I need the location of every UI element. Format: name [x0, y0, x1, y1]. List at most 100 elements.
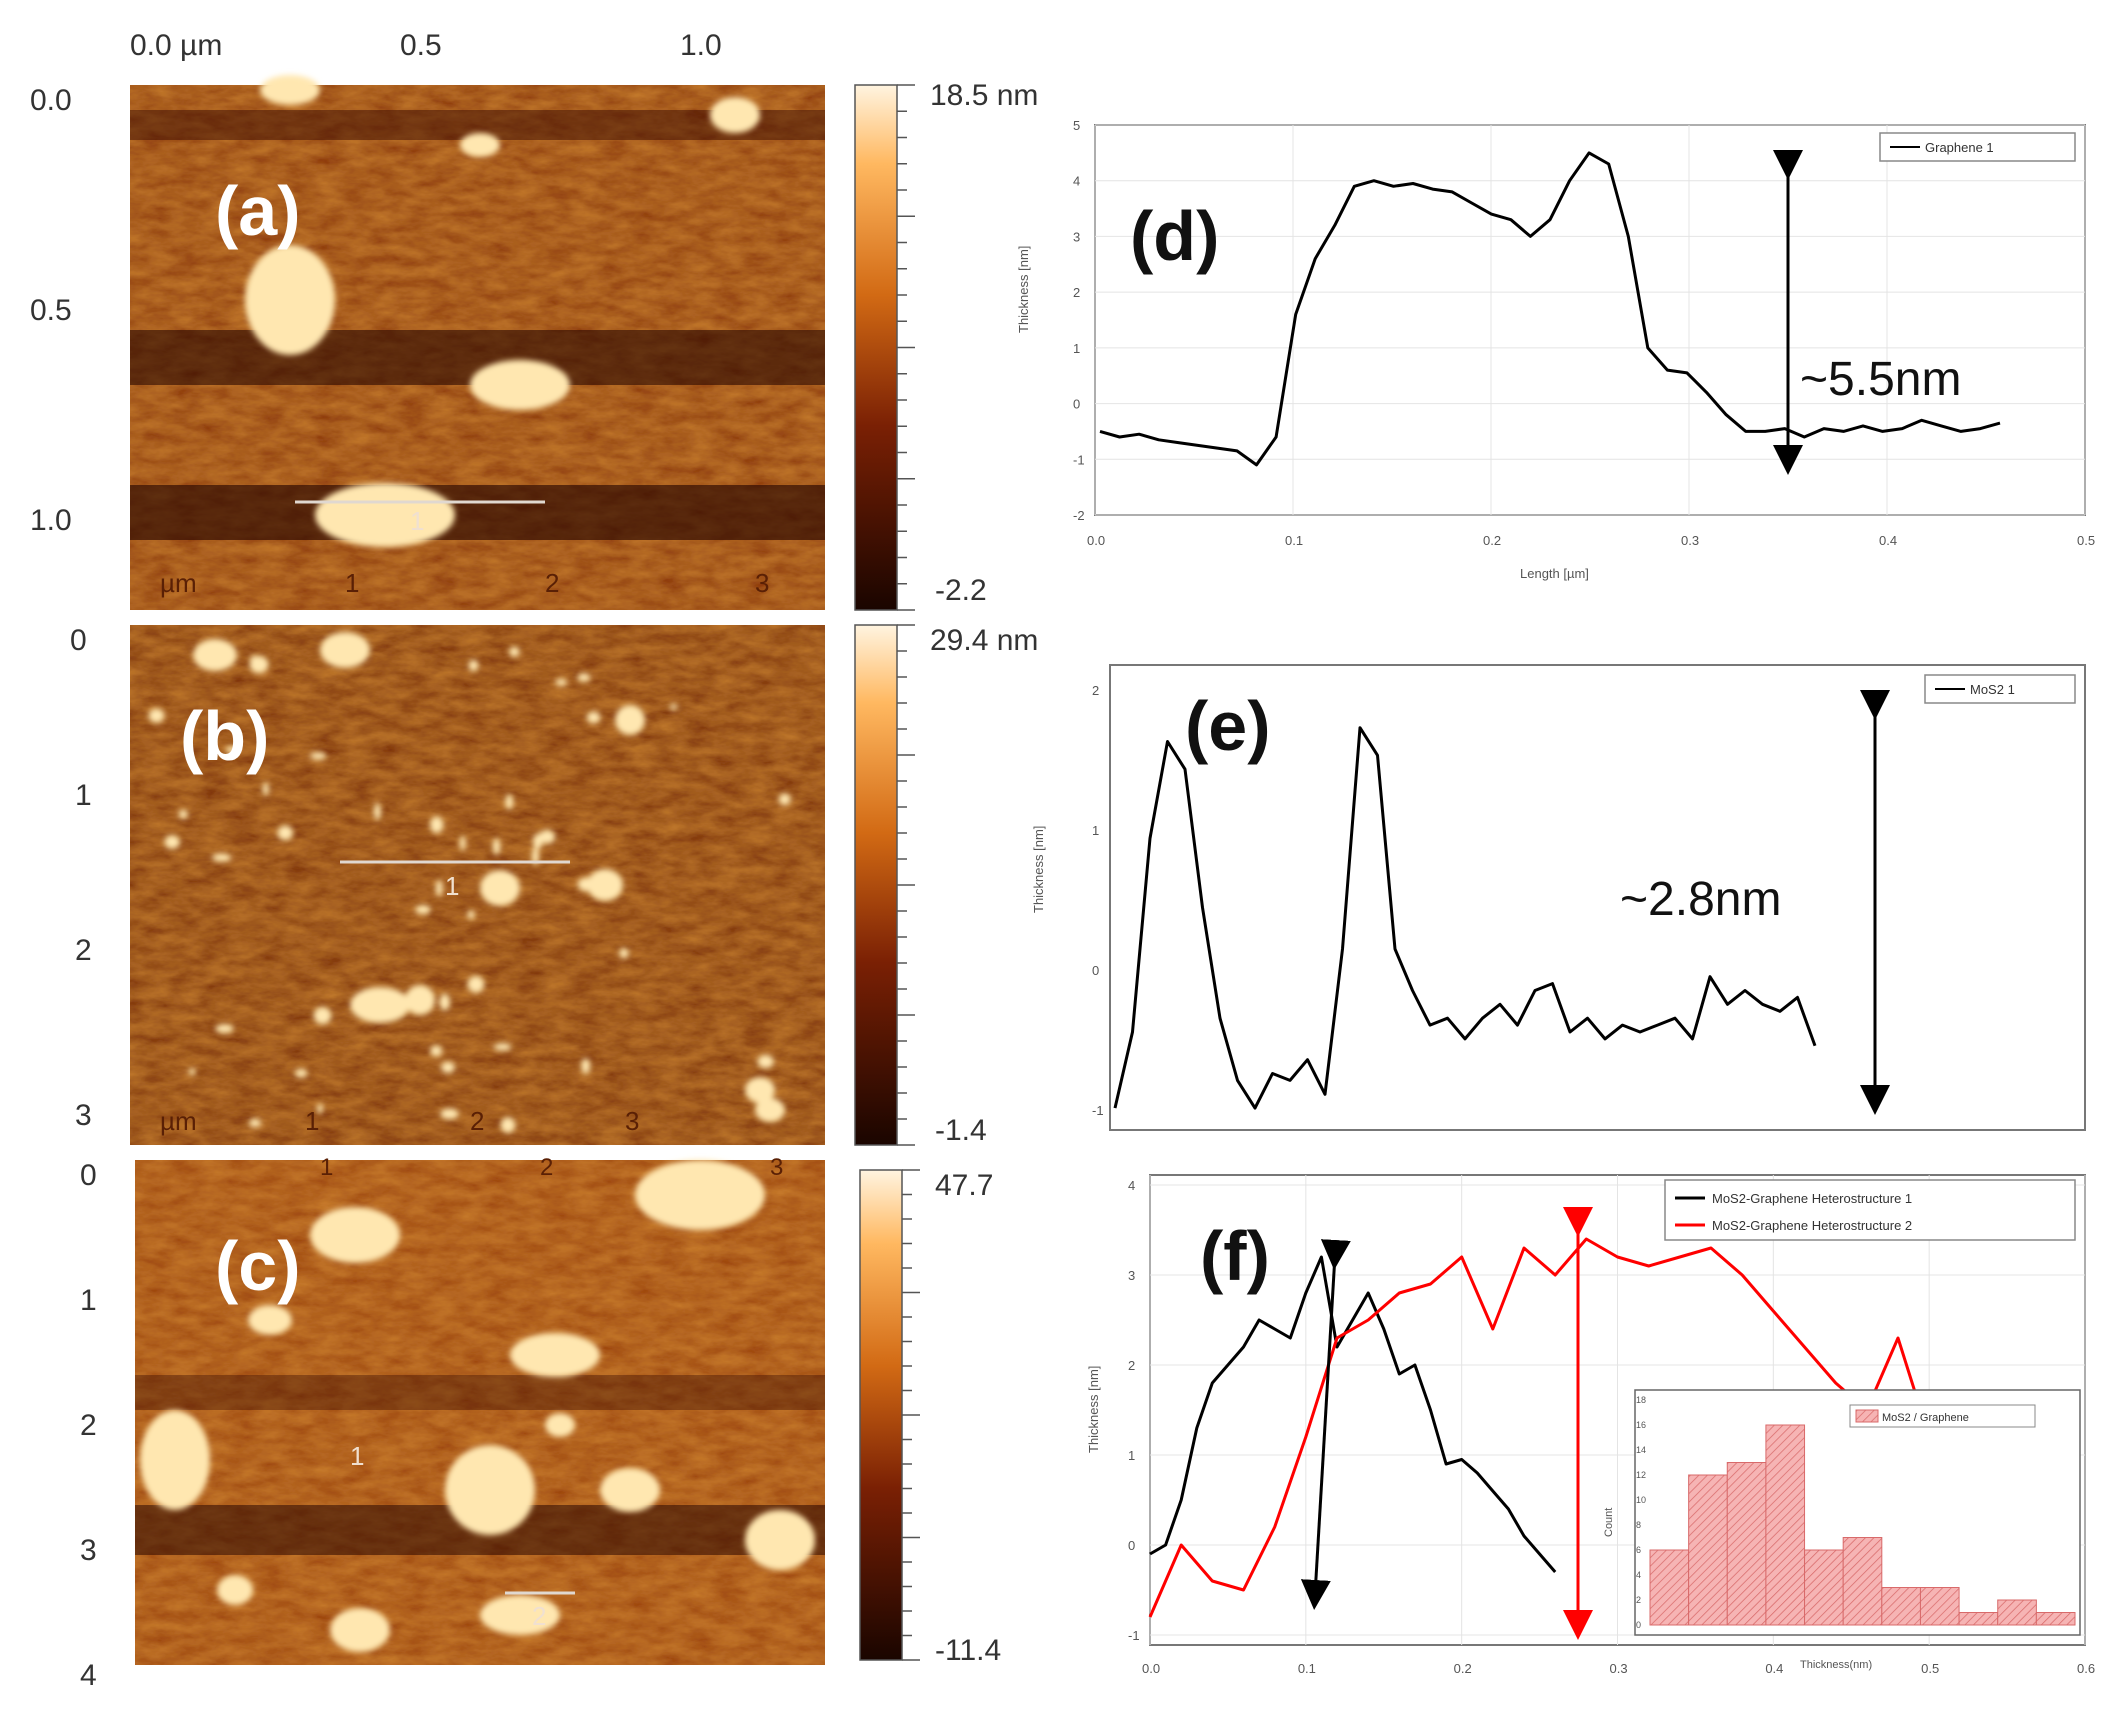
plot-frame — [1109, 664, 2086, 1131]
particle — [429, 816, 444, 834]
inset-legend — [1849, 1404, 2036, 1428]
legend — [1664, 1179, 2076, 1241]
afm-panel-a: 0.0 µm 0.5 1.0 0.0 0.5 1.0 1 µm 1 2 3 (a… — [30, 29, 1038, 611]
grid — [1094, 124, 2086, 516]
afm-particles — [148, 632, 791, 1134]
y-axis-label: Thickness [nm] — [1016, 246, 1031, 333]
height-annotation: ~5.5nm — [1800, 353, 1961, 406]
particle — [757, 1054, 774, 1069]
particle — [350, 987, 410, 1023]
legend-label: Graphene 1 — [1925, 140, 1994, 155]
y-tick-label: -1 — [1073, 452, 1085, 467]
y-tick-label: 1 — [1092, 823, 1099, 838]
inner-tick: µm — [160, 568, 197, 598]
inner-tick: 1 — [305, 1106, 319, 1136]
y-tick: 0 — [80, 1159, 97, 1192]
y-tick: 0.5 — [30, 294, 72, 327]
profile-line-marker: 1 — [350, 1441, 364, 1471]
particle — [755, 1098, 785, 1122]
particle — [313, 1006, 332, 1025]
colorbar-bottom-label: -2.2 — [935, 574, 987, 607]
y-axis-label: Thickness [nm] — [1031, 826, 1046, 913]
inset-legend-label: MoS2 / Graphene — [1882, 1412, 1969, 1424]
inner-tick: 2 — [470, 1106, 484, 1136]
particle — [262, 782, 269, 796]
inner-tick: 1 — [320, 1154, 333, 1181]
y-tick-label: 3 — [1073, 229, 1080, 244]
particle — [586, 711, 601, 724]
colorbar-ticks — [897, 84, 915, 611]
colorbar-bottom-label: -11.4 — [935, 1634, 1001, 1667]
axis-ticks: 0.0 0.1 0.2 0.3 0.4 0.5 5 4 3 2 1 0 -1 -2 — [1073, 118, 2095, 548]
colorbar-top-label: 29.4 nm — [930, 624, 1038, 657]
inset-y-tick: 4 — [1636, 1570, 1641, 1580]
particle — [480, 870, 520, 906]
y-tick-label: 0 — [1092, 963, 1099, 978]
x-tick: 1.0 — [680, 29, 722, 62]
particle — [148, 708, 165, 723]
x-tick-label: 0.3 — [1610, 1661, 1628, 1676]
y-tick: 2 — [75, 934, 92, 967]
inset-y-label: Count — [1603, 1508, 1615, 1537]
inner-tick: 1 — [345, 568, 359, 598]
x-tick-label: 0.0 — [1142, 1661, 1160, 1676]
histogram-bar — [2035, 1612, 2076, 1626]
inset-y-tick: 14 — [1636, 1445, 1646, 1455]
particle — [178, 809, 188, 820]
colorbar-top-label: 47.7 — [935, 1169, 993, 1202]
histogram-bar — [1919, 1587, 1960, 1626]
particle — [505, 794, 514, 810]
particle — [619, 948, 629, 959]
y-tick: 3 — [80, 1534, 97, 1567]
particle — [248, 1118, 262, 1128]
x-tick: 0.0 µm — [130, 29, 222, 62]
inner-tick: 3 — [770, 1154, 783, 1181]
axis-ticks: 2 1 0 -1 — [1092, 683, 1104, 1118]
inset-y-tick: 18 — [1636, 1395, 1646, 1405]
y-tick: 3 — [75, 1099, 92, 1132]
afm-panel-b: 0 1 2 3 1 µm 1 2 3 (b) 29.4 nm -1.4 — [70, 624, 1038, 1147]
x-tick-label: 0.5 — [2077, 533, 2095, 548]
afm-dark-band — [130, 485, 825, 540]
particle — [615, 705, 645, 735]
inset-y-tick: 2 — [1636, 1595, 1641, 1605]
y-tick: 4 — [80, 1659, 97, 1692]
x-tick-label: 0.5 — [1921, 1661, 1939, 1676]
particle — [467, 910, 475, 920]
particle — [435, 879, 443, 897]
x-tick-label: 0.1 — [1285, 533, 1303, 548]
particle — [439, 993, 451, 1011]
afm-panel-c: 0 1 2 3 4 1 2 1 2 3 (c) 47. — [80, 1154, 1001, 1692]
particle — [581, 1058, 591, 1075]
particle — [415, 904, 431, 915]
panel-label: (e) — [1185, 687, 1271, 765]
legend-label: MoS2-Graphene Heterostructure 1 — [1712, 1191, 1912, 1206]
profile-line-marker: 1 — [445, 871, 459, 901]
inset-y-tick: 10 — [1636, 1495, 1646, 1505]
panel-label: (b) — [180, 697, 269, 775]
particle — [555, 678, 568, 686]
x-tick: 0.5 — [400, 29, 442, 62]
x-axis-label: Length [µm] — [1520, 566, 1589, 581]
inner-tick: 2 — [545, 568, 559, 598]
y-tick: 0.0 — [30, 84, 72, 117]
inset-legend-swatch — [1855, 1409, 1879, 1423]
colorbar-ticks — [902, 1169, 920, 1661]
inset-y-tick: 8 — [1636, 1520, 1641, 1530]
y-axis-label: Thickness [nm] — [1086, 1366, 1101, 1453]
x-tick-label: 0.4 — [1879, 533, 1897, 548]
particle — [493, 1043, 512, 1051]
particle — [745, 1077, 775, 1103]
y-tick-label: 5 — [1073, 118, 1080, 133]
y-tick-label: 2 — [1128, 1358, 1135, 1373]
y-tick: 0 — [70, 624, 87, 657]
afm-particles — [140, 1160, 815, 1652]
particle — [509, 646, 520, 657]
particle — [440, 1061, 456, 1074]
y-tick: 1 — [75, 779, 92, 812]
particle — [587, 869, 623, 901]
x-tick-label: 0.6 — [2077, 1661, 2095, 1676]
colorbar-ticks — [897, 624, 915, 1146]
